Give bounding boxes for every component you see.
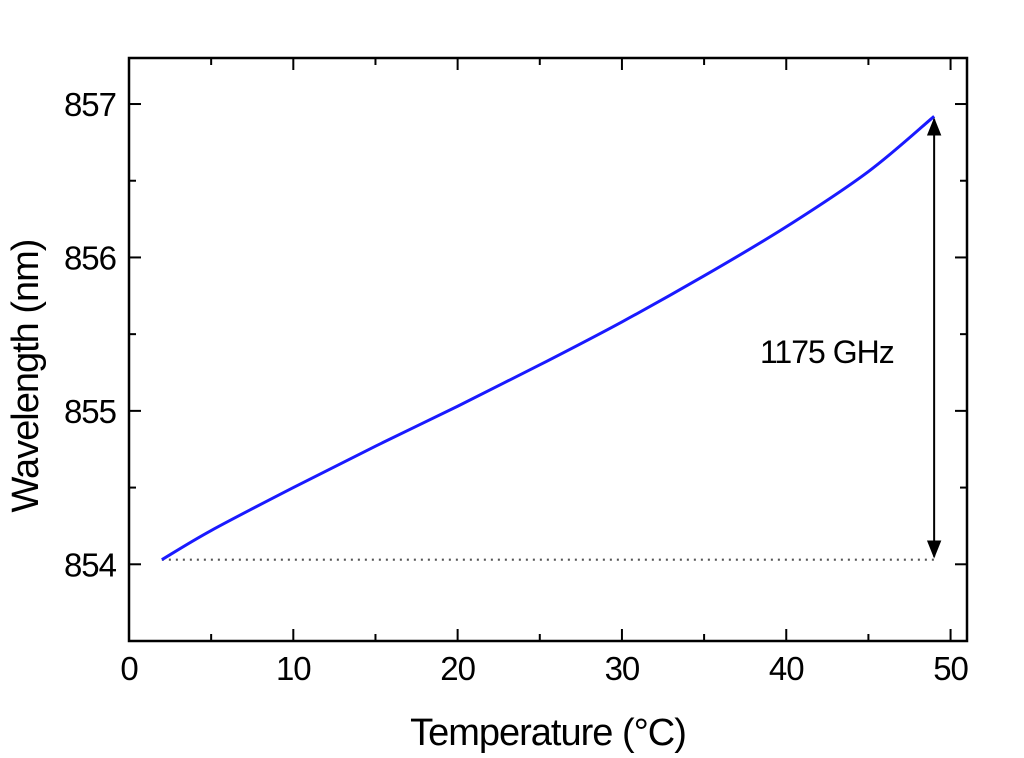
x-tick-label: 10 (276, 650, 311, 687)
plot-area (161, 115, 942, 561)
x-tick-label: 20 (440, 650, 475, 687)
y-tick-label: 854 (64, 546, 117, 583)
x-axis-title: Temperature (°C) (410, 712, 686, 754)
plot-frame (127, 56, 969, 643)
x-tick-label: 0 (120, 650, 138, 687)
series-line (161, 115, 936, 561)
annotation-label: 1175 GHz (760, 334, 894, 370)
tick-labels: 0 10 20 30 40 50 854 855 856 857 (64, 86, 970, 687)
y-tick-label: 855 (64, 393, 116, 430)
x-tick-label: 50 (933, 650, 968, 687)
x-tick-label: 30 (605, 650, 640, 687)
x-tick-label: 40 (769, 650, 804, 687)
y-axis-title: Wavelength (nm) (5, 240, 47, 513)
y-tick-label: 856 (64, 239, 116, 276)
y-tick-label: 857 (64, 86, 116, 123)
